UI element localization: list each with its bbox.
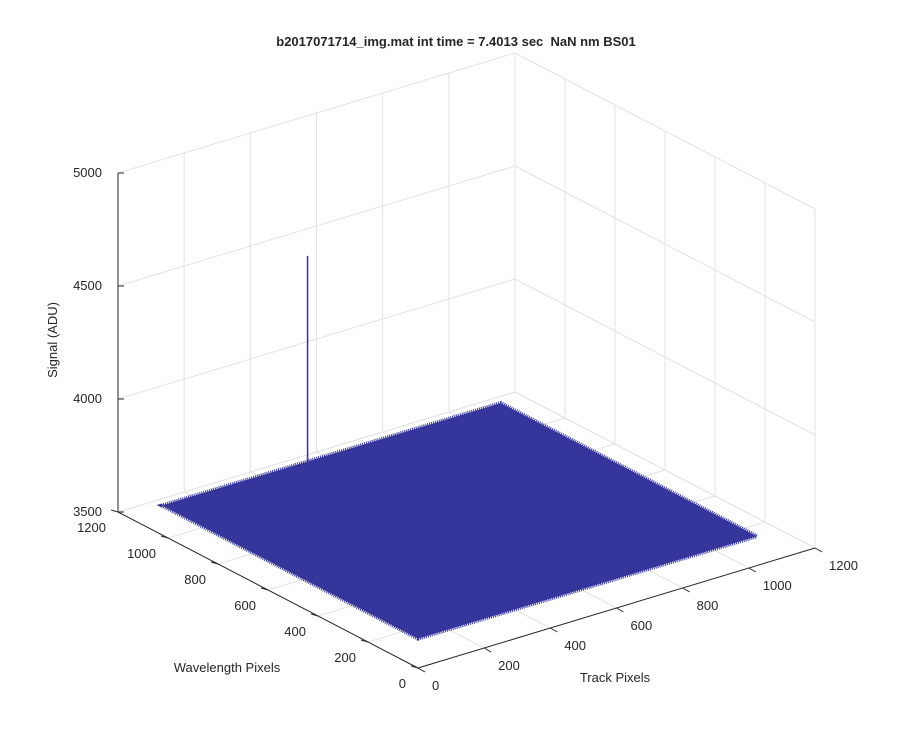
grid-line bbox=[514, 165, 816, 323]
x-tick-label: 1000 bbox=[763, 578, 792, 593]
grid-line bbox=[514, 278, 816, 436]
x-tick-label: 600 bbox=[631, 618, 653, 633]
chart-title: b2017071714_img.mat int time = 7.4013 se… bbox=[276, 34, 636, 49]
grid-line bbox=[117, 278, 516, 400]
x-tick-label: 0 bbox=[432, 678, 439, 693]
tick-mark bbox=[814, 547, 823, 553]
y-tick-label: 400 bbox=[284, 624, 306, 639]
tick-mark bbox=[748, 567, 757, 573]
grid-line bbox=[514, 52, 816, 210]
tick-mark bbox=[616, 607, 624, 613]
z-tick-label: 5000 bbox=[73, 165, 102, 180]
y-tick-label: 200 bbox=[334, 650, 356, 665]
z-tick-label: 3500 bbox=[73, 504, 102, 519]
tick-mark bbox=[682, 587, 690, 593]
tick-mark bbox=[360, 639, 369, 643]
z-axis-label: Signal (ADU) bbox=[45, 302, 60, 378]
z-tick-label: 4000 bbox=[73, 391, 102, 406]
x-tick-label: 400 bbox=[564, 638, 586, 653]
grid-line bbox=[117, 52, 516, 174]
tick-mark bbox=[160, 535, 169, 539]
x-tick-label: 200 bbox=[498, 658, 520, 673]
grid-line bbox=[514, 391, 816, 549]
y-tick-label: 0 bbox=[399, 676, 406, 691]
x-tick-label: 1200 bbox=[829, 558, 858, 573]
tick-mark bbox=[410, 665, 419, 669]
tick-mark bbox=[310, 613, 319, 617]
y-tick-label: 1000 bbox=[127, 546, 156, 561]
z-tick-label: 4500 bbox=[73, 278, 102, 293]
tick-mark bbox=[210, 561, 219, 565]
tick-mark bbox=[417, 667, 426, 673]
tick-mark bbox=[483, 647, 492, 653]
y-tick-label: 600 bbox=[234, 598, 256, 613]
surface bbox=[156, 400, 763, 641]
x-axis-label: Track Pixels bbox=[580, 670, 651, 685]
tick-mark bbox=[110, 509, 119, 513]
y-tick-label: 800 bbox=[184, 572, 206, 587]
grid-line bbox=[117, 165, 516, 287]
grid-line bbox=[117, 391, 516, 513]
tick-mark bbox=[260, 587, 269, 591]
y-tick-label: 1200 bbox=[77, 520, 106, 535]
y-axis-label: Wavelength Pixels bbox=[174, 660, 281, 675]
x-tick-label: 800 bbox=[697, 598, 719, 613]
tick-mark bbox=[550, 627, 558, 633]
